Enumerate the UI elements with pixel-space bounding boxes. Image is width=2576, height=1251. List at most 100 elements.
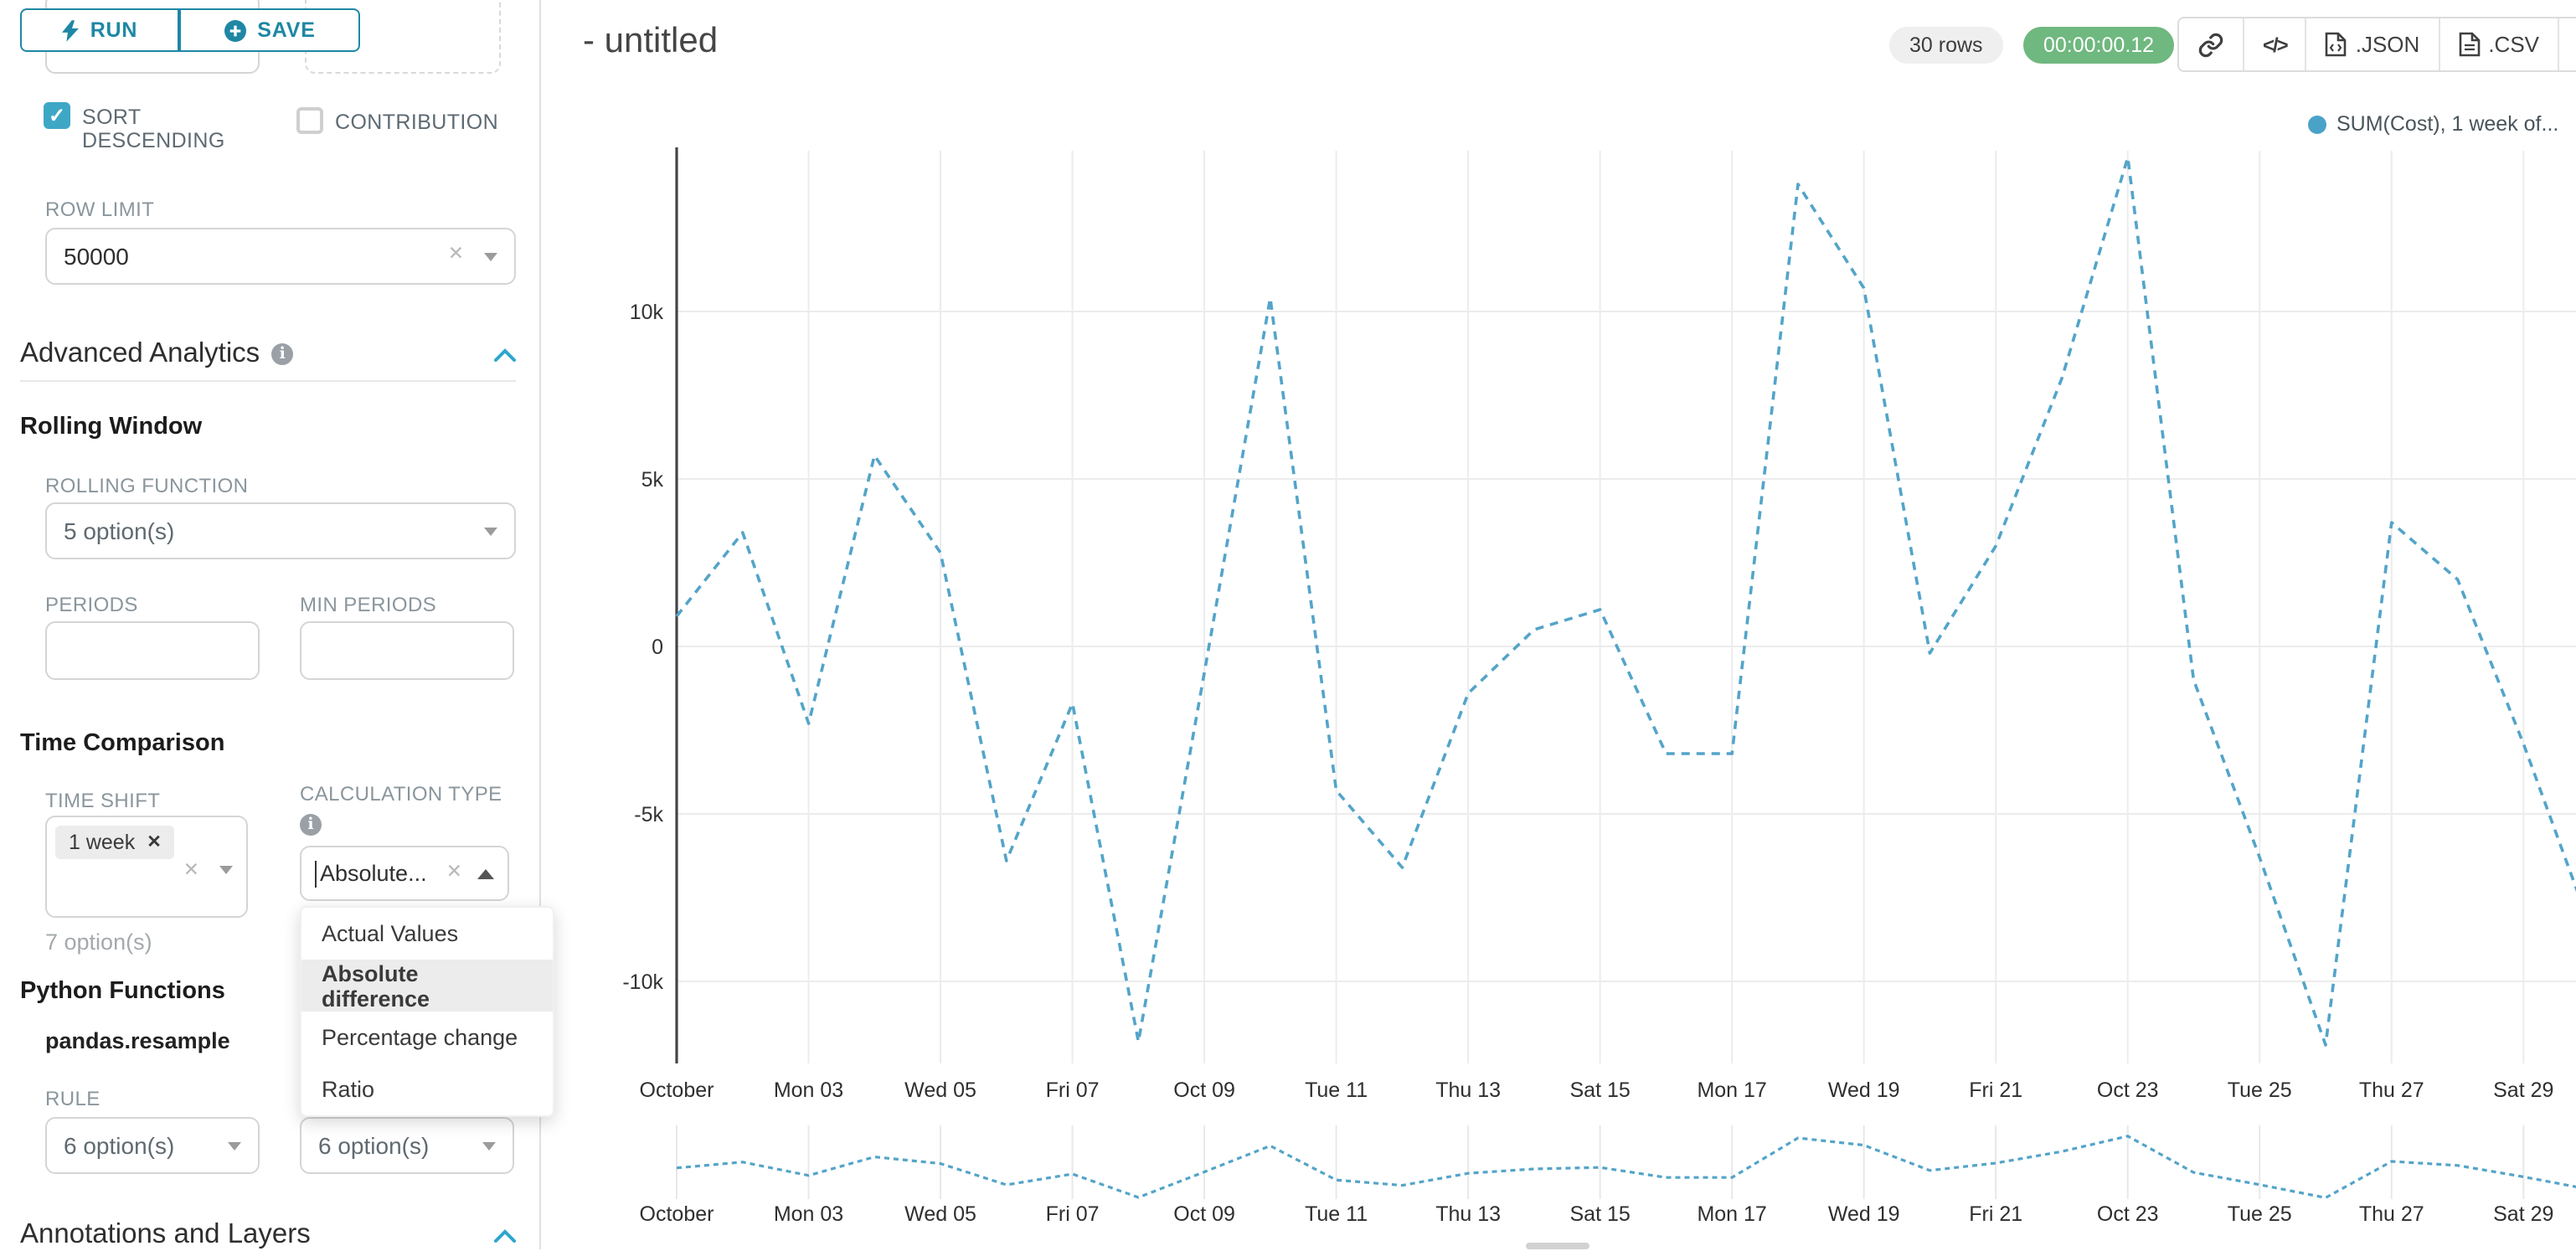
svg-text:Mon 03: Mon 03	[774, 1202, 843, 1226]
time-shift-select[interactable]: 1 week ✕	[45, 816, 248, 918]
svg-text:Mon 17: Mon 17	[1697, 1202, 1766, 1226]
rule-select-right-value: 6 option(s)	[318, 1132, 430, 1159]
svg-text:Sat 15: Sat 15	[1569, 1202, 1630, 1226]
timer-badge: 00:00:00.12	[2023, 27, 2175, 64]
chart-title[interactable]: - untitled	[583, 22, 719, 60]
run-button[interactable]: RUN	[20, 8, 179, 52]
run-save-group: RUN SAVE	[20, 8, 360, 52]
rule-select-right[interactable]: 6 option(s)	[300, 1117, 514, 1174]
rolling-function-label: ROLLING FUNCTION	[45, 474, 249, 497]
svg-text:Sat 29: Sat 29	[2493, 1079, 2553, 1102]
time-comparison-title: Time Comparison	[20, 730, 225, 757]
section-divider	[20, 380, 516, 382]
svg-text:Thu 13: Thu 13	[1435, 1079, 1501, 1102]
chart-svg[interactable]: 10k 5k 0 -5k -10k October October Mon 03 Mon 03 W…	[541, 0, 2576, 1249]
contribution-checkbox[interactable]	[296, 107, 323, 134]
dropdown-option-ratio[interactable]: Ratio	[301, 1063, 553, 1115]
view-query-button[interactable]	[2244, 18, 2307, 70]
periods-label: PERIODS	[45, 593, 138, 616]
annotations-header[interactable]: Annotations and Layers	[20, 1219, 516, 1251]
legend-dot	[2308, 115, 2326, 133]
chevron-down-icon[interactable]	[482, 1141, 496, 1150]
chevron-down-icon[interactable]	[219, 866, 233, 874]
svg-text:Tue 25: Tue 25	[2228, 1202, 2292, 1226]
row-limit-value: 50000	[64, 243, 129, 270]
svg-text:Tue 11: Tue 11	[1305, 1202, 1368, 1226]
clear-icon[interactable]	[448, 247, 464, 266]
rolling-window-title: Rolling Window	[20, 414, 203, 440]
svg-text:Wed 05: Wed 05	[904, 1202, 976, 1226]
chevron-down-icon[interactable]	[484, 527, 497, 535]
text-cursor	[315, 860, 317, 887]
tag-close-icon[interactable]: ✕	[147, 832, 162, 852]
chevron-down-icon[interactable]	[228, 1141, 241, 1150]
calculation-type-select[interactable]: Absolute...	[300, 846, 509, 901]
min-periods-input[interactable]	[300, 621, 514, 680]
legend-label: SUM(Cost), 1 week of...	[2336, 112, 2559, 136]
svg-text:Oct 09: Oct 09	[1173, 1079, 1235, 1102]
time-shift-label: TIME SHIFT	[45, 789, 161, 812]
export-csv-button[interactable]: .CSV	[2439, 18, 2559, 70]
svg-text:Thu 27: Thu 27	[2359, 1202, 2424, 1226]
svg-text:-5k: -5k	[634, 803, 663, 826]
svg-text:0: 0	[652, 636, 663, 659]
run-label: RUN	[90, 18, 138, 42]
clear-icon[interactable]	[446, 864, 462, 883]
svg-text:Mon 17: Mon 17	[1697, 1079, 1766, 1102]
chevron-up-icon[interactable]	[477, 868, 494, 878]
svg-text:Oct 09: Oct 09	[1173, 1202, 1235, 1226]
pandas-resample-label: pandas.resample	[45, 1028, 230, 1053]
save-button[interactable]: SAVE	[179, 8, 360, 52]
time-shift-tag: 1 week ✕	[55, 826, 175, 859]
svg-text:Oct 23: Oct 23	[2097, 1079, 2159, 1102]
dropdown-option-actual-values[interactable]: Actual Values	[301, 908, 553, 960]
save-label: SAVE	[257, 18, 316, 42]
svg-text:Tue 11: Tue 11	[1305, 1079, 1368, 1102]
legend-item[interactable]: SUM(Cost), 1 week of...	[2308, 112, 2558, 136]
python-functions-title: Python Functions	[20, 978, 225, 1005]
control-panel: 7 option(s) RUN SAVE SORT DESCENDING CON…	[0, 0, 554, 1251]
dropdown-option-percentage-change[interactable]: Percentage change	[301, 1012, 553, 1063]
svg-text:Oct 23: Oct 23	[2097, 1202, 2159, 1226]
horizontal-scrollbar-thumb[interactable]	[1526, 1243, 1589, 1249]
link-icon	[2198, 32, 2223, 57]
svg-text:Wed 19: Wed 19	[1828, 1202, 1900, 1226]
rows-badge: 30 rows	[1889, 27, 2003, 64]
periods-input[interactable]	[45, 621, 260, 680]
svg-text:Mon 03: Mon 03	[774, 1079, 843, 1102]
rule-select-left[interactable]: 6 option(s)	[45, 1117, 260, 1174]
sort-descending-label: SORT DESCENDING	[82, 106, 225, 152]
rolling-function-select[interactable]: 5 option(s)	[45, 502, 516, 559]
svg-text:Thu 13: Thu 13	[1435, 1202, 1501, 1226]
svg-text:Fri 21: Fri 21	[1969, 1202, 2022, 1226]
csv-label: .CSV	[2488, 32, 2539, 57]
dropdown-option-absolute-difference[interactable]: Absolute difference	[301, 960, 553, 1012]
clear-icon[interactable]	[183, 862, 199, 882]
collapse-chevron-up-icon[interactable]	[494, 1219, 516, 1251]
svg-text:-10k: -10k	[622, 970, 663, 994]
collapse-chevron-up-icon[interactable]	[494, 338, 516, 370]
rolling-function-value: 5 option(s)	[64, 517, 175, 544]
min-periods-label: MIN PERIODS	[300, 593, 437, 616]
file-code-icon	[2326, 32, 2347, 57]
info-icon[interactable]	[271, 343, 294, 365]
annotations-title: Annotations and Layers	[20, 1219, 311, 1249]
info-icon[interactable]	[300, 814, 322, 836]
svg-text:Sat 15: Sat 15	[1569, 1079, 1630, 1102]
row-limit-select[interactable]: 50000	[45, 228, 516, 285]
svg-text:Wed 19: Wed 19	[1828, 1079, 1900, 1102]
json-label: .JSON	[2355, 32, 2420, 57]
sort-descending-checkbox[interactable]	[44, 102, 70, 129]
svg-text:10k: 10k	[630, 301, 664, 324]
advanced-analytics-header[interactable]: Advanced Analytics	[20, 338, 516, 370]
share-link-button[interactable]	[2179, 18, 2244, 70]
header-actions: .JSON .CSV	[2177, 17, 2576, 72]
svg-text:Tue 25: Tue 25	[2228, 1079, 2292, 1102]
rule-select-left-value: 6 option(s)	[64, 1132, 175, 1159]
file-icon	[2459, 32, 2480, 57]
svg-text:Fri 07: Fri 07	[1046, 1079, 1100, 1102]
svg-text:Wed 05: Wed 05	[904, 1079, 976, 1102]
chevron-down-icon[interactable]	[484, 252, 497, 260]
contribution-label: CONTRIBUTION	[335, 111, 499, 134]
export-json-button[interactable]: .JSON	[2307, 18, 2440, 70]
